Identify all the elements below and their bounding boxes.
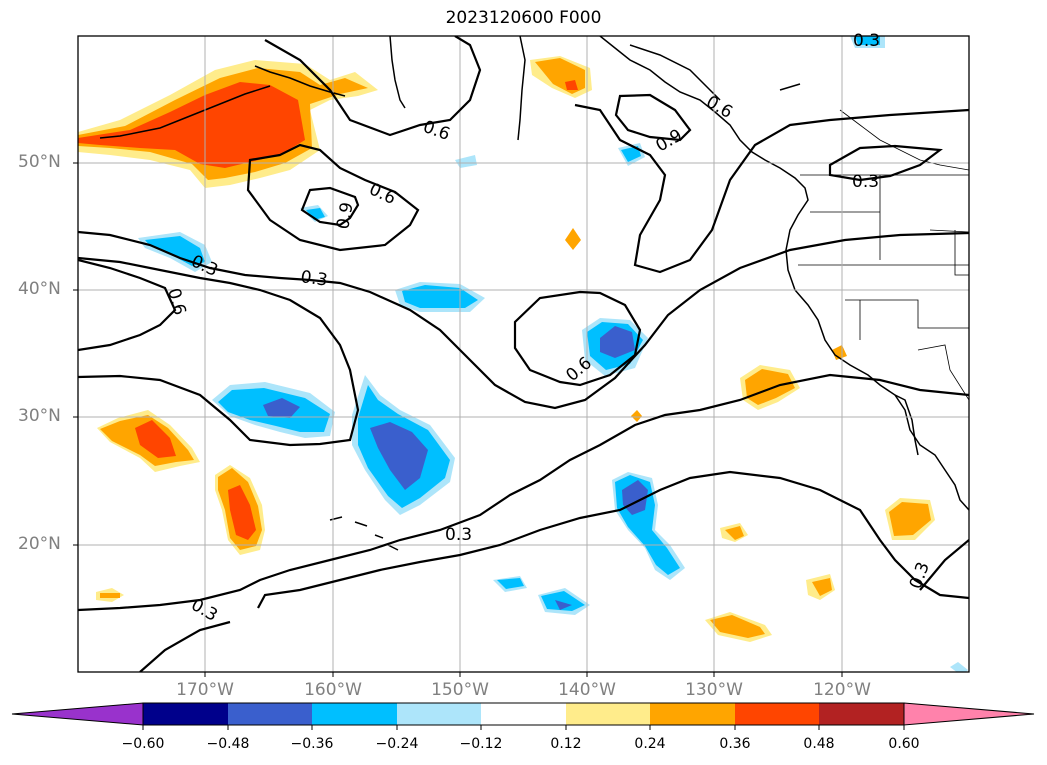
- lon-label-170w: 170°W: [176, 680, 234, 700]
- contour-label: 0.3: [852, 172, 879, 192]
- colorbar-tick-label: 0.48: [803, 736, 835, 752]
- contour-label: 0.3: [445, 525, 472, 545]
- colorbar-tick-label: −0.48: [206, 736, 250, 752]
- colorbar-tick-label: −0.12: [459, 736, 503, 752]
- lon-label-150w: 150°W: [431, 680, 489, 700]
- lon-label-120w: 120°W: [813, 680, 871, 700]
- political-borders: [798, 109, 969, 401]
- lat-label-30n: 30°N: [18, 406, 61, 426]
- coastlines: [99, 36, 969, 551]
- map-title: 2023120600 F000: [445, 8, 602, 28]
- contour-lines: [78, 36, 969, 672]
- lat-label-20n: 20°N: [18, 534, 61, 554]
- colorbar-tick-label: −0.24: [375, 736, 419, 752]
- map-frame: [77, 35, 970, 673]
- contour-label: 0.3: [299, 267, 329, 291]
- colorbar-tick-label: 0.12: [550, 736, 582, 752]
- colorbar-tick-label: 0.60: [888, 736, 920, 752]
- lat-label-40n: 40°N: [18, 279, 61, 299]
- colorbar-tick-label: −0.36: [290, 736, 334, 752]
- lon-label-160w: 160°W: [304, 680, 362, 700]
- lon-label-130w: 130°W: [685, 680, 743, 700]
- axis-ticks: [73, 162, 843, 677]
- colorbar-extend-high: [903, 702, 1035, 726]
- contour-label: 0.3: [853, 31, 880, 51]
- colorbar-tick-label: 0.24: [634, 736, 666, 752]
- lat-label-50n: 50°N: [18, 152, 61, 172]
- colorbar-tick-label: −0.60: [121, 736, 165, 752]
- contour-label: 0.9: [333, 201, 357, 231]
- colorbar: [11, 702, 1035, 730]
- colorbar-tick-label: 0.36: [719, 736, 751, 752]
- lon-label-140w: 140°W: [558, 680, 616, 700]
- colorbar-extend-low: [11, 702, 144, 726]
- grid-lines: [78, 36, 969, 672]
- shaded-anomaly-field: [78, 36, 968, 672]
